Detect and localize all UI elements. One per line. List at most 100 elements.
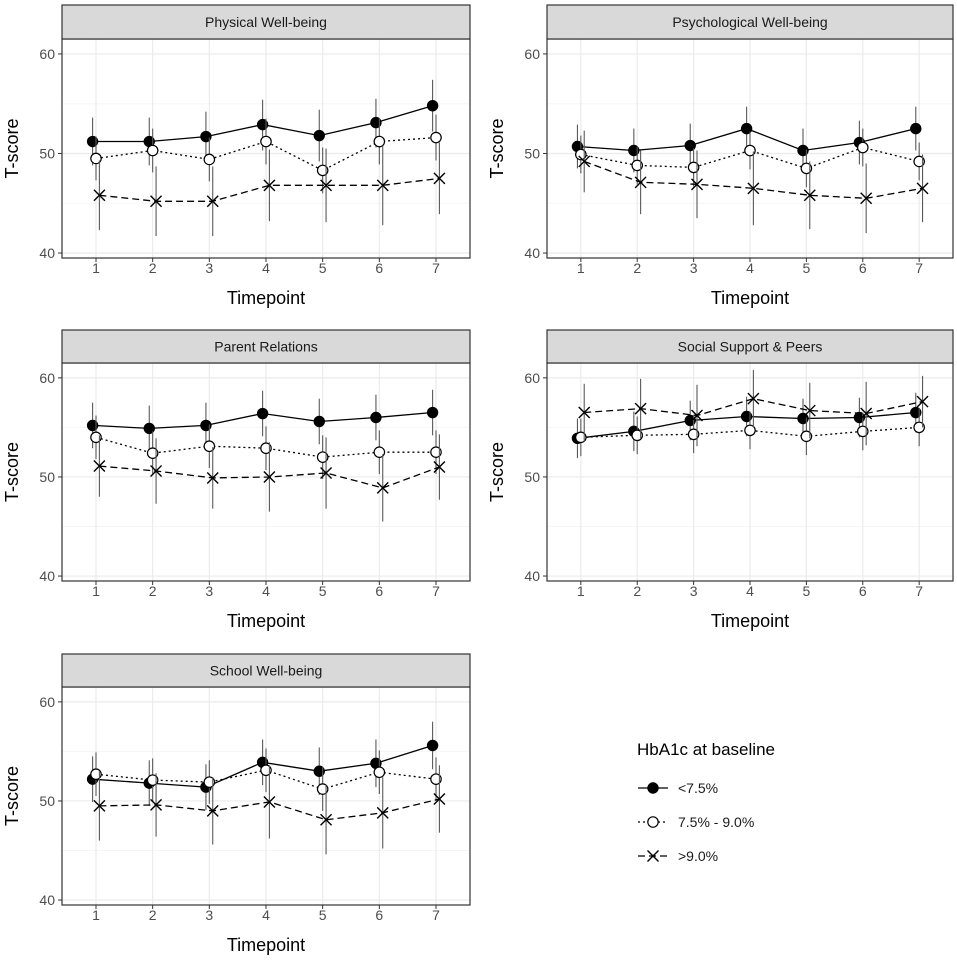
facet-title: Physical Well-being xyxy=(205,14,327,30)
x-tick-label: 5 xyxy=(802,583,810,599)
data-point xyxy=(203,153,216,166)
data-point xyxy=(433,172,446,185)
legend-label: >9.0% xyxy=(678,848,718,864)
data-point xyxy=(93,799,106,812)
data-point xyxy=(256,407,269,420)
facet-strip xyxy=(61,4,471,40)
x-tick-label: 6 xyxy=(375,583,383,599)
data-point xyxy=(430,446,442,458)
data-point xyxy=(747,392,760,405)
series-2 xyxy=(575,408,925,457)
data-point xyxy=(150,195,163,208)
legend-entry: >9.0% xyxy=(638,848,718,864)
x-tick-label: 3 xyxy=(205,907,213,923)
legend-entry: 7.5% - 9.0% xyxy=(638,814,754,830)
data-point xyxy=(913,155,925,168)
facet-panel: Psychological Well-being 40 50 60 1 2 3 4 5 6 7 Tim… xyxy=(487,4,954,308)
data-point xyxy=(150,465,163,478)
x-tick-label: 6 xyxy=(859,583,867,599)
data-point xyxy=(263,470,276,483)
data-point xyxy=(376,481,389,494)
data-point xyxy=(634,176,647,189)
data-point xyxy=(206,471,219,484)
y-axis-label: T-score xyxy=(2,766,22,826)
data-point xyxy=(373,766,386,779)
legend-label: 7.5% - 9.0% xyxy=(678,814,754,830)
data-point xyxy=(320,813,333,826)
x-tick-label: 1 xyxy=(92,907,100,923)
data-point xyxy=(684,414,696,427)
x-tick-label: 1 xyxy=(577,583,585,599)
y-tick-label: 60 xyxy=(524,370,540,386)
x-tick-label: 1 xyxy=(92,583,100,599)
x-axis-label: Timepoint xyxy=(711,288,789,308)
data-point xyxy=(747,182,760,195)
y-tick-label: 60 xyxy=(524,46,540,62)
x-tick-label: 4 xyxy=(746,583,754,599)
facet-strip xyxy=(546,4,954,40)
series-1 xyxy=(571,106,922,173)
data-point xyxy=(430,773,442,785)
series-3 xyxy=(578,369,929,447)
x-tick-label: 2 xyxy=(633,260,641,276)
data-point xyxy=(373,446,386,458)
x-tick-label: 7 xyxy=(915,583,923,599)
y-axis-label: T-score xyxy=(2,442,22,502)
y-tick-label: 40 xyxy=(39,892,55,908)
data-point xyxy=(376,179,389,192)
legend-marker xyxy=(647,782,659,794)
x-tick-label: 3 xyxy=(205,260,213,276)
facet-panel: Social Support & Peers 40 50 60 1 2 3 4 5 6 7 Timep… xyxy=(487,329,954,631)
data-point xyxy=(578,406,591,419)
data-point xyxy=(316,783,329,795)
y-tick-label: 40 xyxy=(524,568,540,584)
data-point xyxy=(320,179,333,192)
x-tick-label: 2 xyxy=(149,583,157,599)
facet-title: School Well-being xyxy=(210,663,323,679)
data-point xyxy=(803,189,816,202)
data-point xyxy=(910,122,922,135)
data-point xyxy=(146,447,159,459)
series-2 xyxy=(575,128,925,188)
y-tick-label: 50 xyxy=(39,145,55,161)
data-point xyxy=(740,122,753,135)
data-point xyxy=(206,804,219,817)
x-tick-label: 7 xyxy=(432,260,440,276)
x-axis-label: Timepoint xyxy=(711,611,789,631)
data-point xyxy=(373,135,386,148)
facet-panel: Physical Well-being 40 50 60 1 2 3 4 5 6 7 Timepoin… xyxy=(2,4,471,308)
data-point xyxy=(853,411,866,424)
y-tick-label: 40 xyxy=(39,245,55,261)
x-tick-label: 1 xyxy=(577,260,585,276)
legend: HbA1c at baseline <7.5% 7.5% - 9.0% >9.0% xyxy=(637,740,775,864)
x-tick-label: 6 xyxy=(375,907,383,923)
data-point xyxy=(86,419,99,432)
data-point xyxy=(143,422,155,435)
x-tick-label: 7 xyxy=(915,260,923,276)
data-point xyxy=(634,402,647,415)
x-tick-label: 3 xyxy=(690,583,698,599)
data-point xyxy=(800,430,813,443)
y-tick-label: 60 xyxy=(39,46,55,62)
x-tick-label: 3 xyxy=(205,583,213,599)
y-tick-label: 40 xyxy=(39,568,55,584)
data-point xyxy=(93,460,106,473)
data-point xyxy=(797,412,809,425)
y-tick-label: 50 xyxy=(39,469,55,485)
data-point xyxy=(203,776,216,788)
data-point xyxy=(313,129,325,142)
data-point xyxy=(433,792,446,805)
data-point xyxy=(93,189,106,202)
x-axis-label: Timepoint xyxy=(227,288,305,308)
data-point xyxy=(578,155,591,168)
data-point xyxy=(797,144,809,157)
x-axis-label: Timepoint xyxy=(227,611,305,631)
data-point xyxy=(320,466,333,479)
x-tick-label: 4 xyxy=(262,260,270,276)
data-point xyxy=(260,135,272,148)
data-point xyxy=(631,159,644,172)
y-tick-label: 50 xyxy=(524,145,540,161)
data-point xyxy=(146,774,159,786)
data-point xyxy=(860,192,873,205)
data-point xyxy=(370,116,382,129)
